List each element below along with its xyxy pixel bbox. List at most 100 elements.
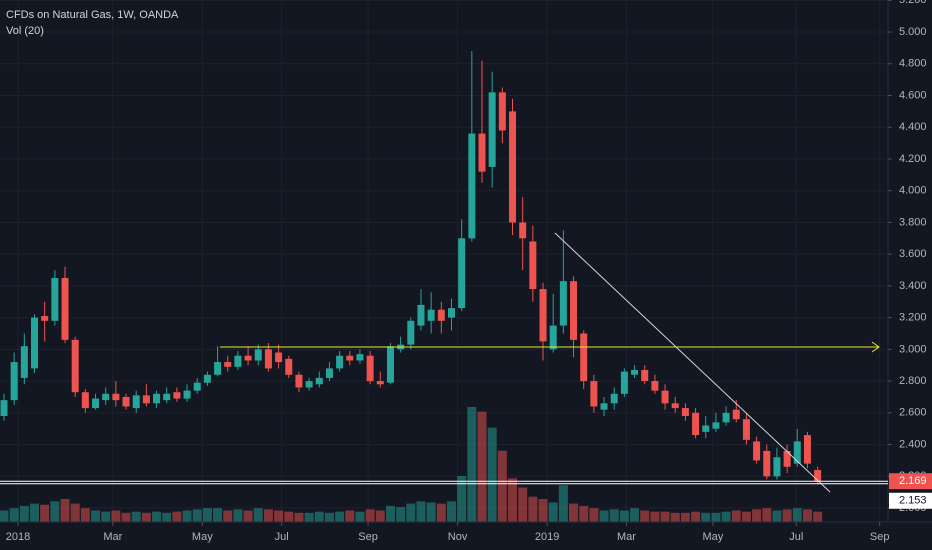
trend-line — [554, 232, 831, 493]
candle-body — [10, 362, 18, 401]
candle-body — [488, 92, 496, 167]
price-label-box — [889, 492, 932, 509]
candle-body — [51, 277, 59, 321]
volume-bar — [50, 501, 60, 522]
candles — [0, 51, 822, 485]
candle-body — [142, 395, 150, 404]
volume-bar — [294, 512, 304, 522]
volume-bar — [802, 509, 812, 522]
volume-bar — [752, 509, 762, 522]
x-tick-label: Nov — [448, 531, 468, 543]
candle-body — [803, 435, 811, 464]
volume-bar — [274, 510, 284, 522]
candle-body — [559, 281, 567, 326]
candle-body — [742, 419, 750, 440]
candle-body — [41, 316, 49, 321]
volume-bar — [599, 510, 609, 522]
volume-bar — [335, 511, 345, 522]
volume-bar — [446, 501, 456, 522]
volume-bar — [345, 510, 355, 522]
volume-bar — [467, 407, 477, 522]
candle-body — [315, 377, 323, 385]
candle-body — [20, 346, 28, 378]
x-tick-label: May — [702, 531, 723, 543]
volume-bar — [792, 508, 802, 522]
volume-bar — [9, 508, 19, 522]
y-tick-label: 4.200 — [899, 153, 927, 165]
volume-bar — [324, 512, 334, 522]
candle-body — [285, 358, 293, 375]
volume-bar — [70, 503, 80, 522]
volume-bar — [80, 508, 90, 522]
y-tick-label: 3.400 — [899, 280, 927, 292]
volume-bar — [314, 511, 324, 522]
x-tick-label: Mar — [103, 531, 122, 543]
volume-bar — [101, 511, 111, 522]
candle-body — [590, 381, 598, 407]
candle-body — [549, 325, 557, 350]
volume-bar — [375, 510, 385, 522]
candle-body — [763, 450, 771, 477]
candle-body — [692, 412, 700, 436]
volume-bar — [508, 478, 518, 522]
candle-body — [509, 111, 517, 223]
chart-title: CFDs on Natural Gas, 1W, OANDA — [6, 9, 179, 21]
volume-bar — [640, 510, 650, 522]
volume-bar — [762, 508, 772, 522]
candle-body — [234, 355, 242, 367]
y-tick-label: 2.600 — [899, 407, 927, 419]
candle-body — [193, 382, 201, 391]
y-tick-label: 4.800 — [899, 58, 927, 70]
volume-bar — [0, 510, 9, 522]
candle-body — [753, 441, 761, 461]
volume-bar — [741, 511, 751, 522]
candle-body — [712, 422, 720, 429]
candle-body — [773, 457, 781, 477]
candle-body — [610, 393, 618, 404]
candle-body — [447, 308, 455, 318]
x-tick-label: Jul — [275, 531, 289, 543]
volume-bar — [60, 499, 70, 522]
volume-bar — [233, 509, 243, 522]
y-tick-label: 2.400 — [899, 438, 927, 450]
volume-bar — [701, 512, 711, 522]
volume-bar — [589, 508, 599, 522]
candle-body — [732, 409, 740, 420]
volume-bar — [426, 502, 436, 522]
volume-bar — [457, 476, 467, 522]
volume-bar — [284, 511, 294, 522]
volume-bar — [263, 509, 273, 522]
candle-body — [173, 392, 181, 399]
candle-body — [407, 320, 415, 345]
candle-body — [61, 277, 69, 340]
volume-bar — [497, 450, 507, 522]
volume-bar — [538, 499, 548, 522]
volume-bar — [162, 512, 172, 522]
y-tick-label: 2.800 — [899, 375, 927, 387]
volume-bar — [416, 501, 426, 522]
candle-body — [214, 362, 222, 375]
volume-bar — [477, 411, 487, 522]
x-tick-label: 2019 — [535, 531, 559, 543]
candle-body — [264, 349, 272, 369]
volume-bar — [304, 512, 314, 522]
volume-bar — [223, 510, 233, 522]
volume-bar — [385, 505, 395, 522]
x-tick-label: Mar — [617, 531, 636, 543]
x-tick-label: 2018 — [6, 531, 30, 543]
candle-body — [386, 346, 394, 383]
candle-body — [336, 355, 344, 369]
candle-body — [163, 393, 171, 401]
y-tick-label: 3.000 — [899, 343, 927, 355]
candle-body — [417, 304, 425, 326]
volume-bar — [731, 510, 741, 522]
candle-body — [458, 238, 466, 309]
candle-body — [71, 339, 79, 393]
volume-bar — [711, 512, 721, 522]
volume-bar — [630, 508, 640, 522]
volume-bar — [670, 512, 680, 522]
volume-bar — [650, 511, 660, 522]
